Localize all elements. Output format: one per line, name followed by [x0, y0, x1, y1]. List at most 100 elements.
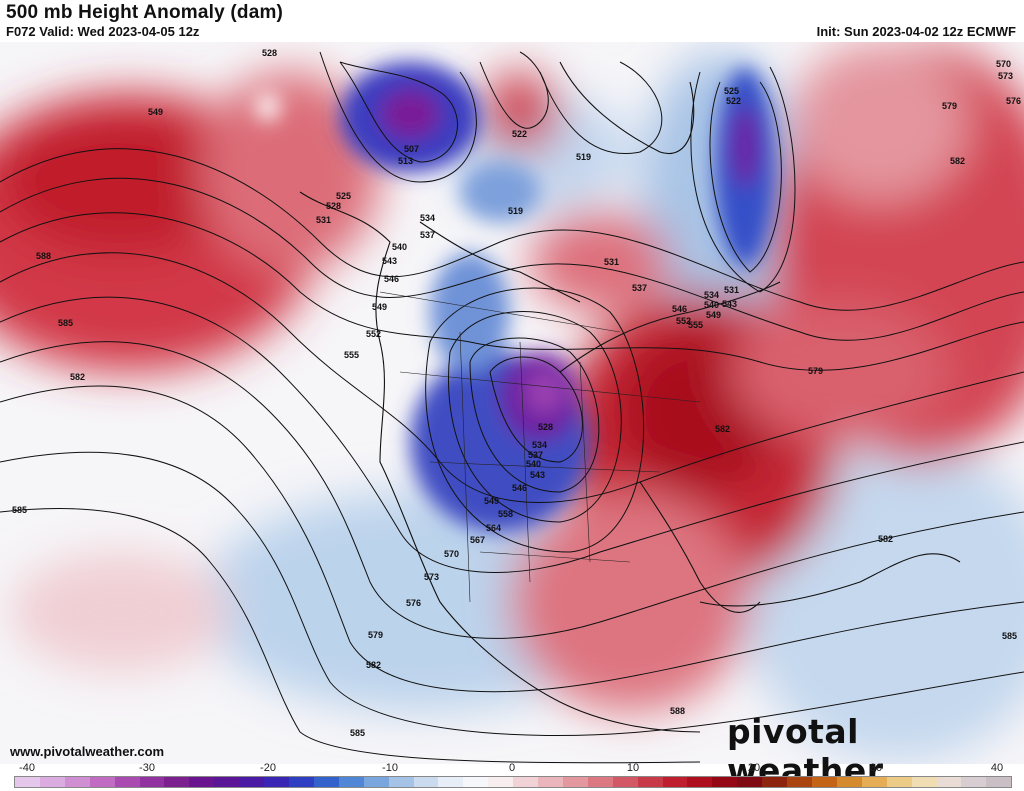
colorbar-swatch	[737, 777, 763, 787]
colorbar-swatch	[438, 777, 464, 787]
website-link[interactable]: www.pivotalweather.com	[10, 744, 165, 759]
contour-label: 549	[484, 496, 499, 506]
colorbar-swatch	[363, 777, 389, 787]
contour-label: 552	[366, 329, 381, 339]
anomaly-map: 528 570 573 576 549 525 522 579 582 588 …	[0, 42, 1024, 764]
contour-label: 573	[424, 572, 439, 582]
contour-label: 549	[372, 302, 387, 312]
height-contours	[0, 51, 1024, 764]
anomaly-fill	[0, 42, 1024, 762]
contour-label: 507	[404, 144, 419, 154]
contour-label: 567	[470, 535, 485, 545]
contour-label: 528	[538, 422, 553, 432]
colorbar-swatch	[114, 777, 140, 787]
contour-label: 546	[512, 483, 527, 493]
contour-label: 585	[1002, 631, 1017, 641]
contour-label: 546	[384, 274, 399, 284]
contour-label: 555	[344, 350, 359, 360]
colorbar-tick: 20	[747, 762, 761, 774]
colorbar-tick: 0	[508, 762, 516, 774]
contour-label: 519	[508, 206, 523, 216]
contour-label: 534	[420, 213, 435, 223]
contour-label: 588	[670, 706, 685, 716]
contour-label: 543	[382, 256, 397, 266]
colorbar-swatch	[687, 777, 713, 787]
contour-label: 525	[724, 86, 739, 96]
colorbar-swatch	[413, 777, 439, 787]
contour-label: 537	[528, 450, 543, 460]
colorbar-swatch	[836, 777, 862, 787]
colorbar-swatch	[587, 777, 613, 787]
contour-label: 585	[350, 728, 365, 738]
colorbar-swatch	[64, 777, 90, 787]
colorbar-tick: 10	[626, 762, 640, 774]
colorbar-swatch	[139, 777, 165, 787]
contour-label: 558	[498, 509, 513, 519]
header: 500 mb Height Anomaly (dam) F072 Valid: …	[0, 0, 1024, 42]
contour-label: 555	[688, 320, 703, 330]
colorbar-swatch	[712, 777, 738, 787]
contour-label: 537	[632, 283, 647, 293]
contour-label: 540	[392, 242, 407, 252]
contour-label: 564	[486, 523, 501, 533]
colorbar-swatch	[214, 777, 240, 787]
colorbar-swatch	[886, 777, 912, 787]
political-borders	[379, 291, 701, 603]
contour-label: 579	[942, 101, 957, 111]
colorbar-swatch	[513, 777, 539, 787]
colorbar-swatch	[313, 777, 339, 787]
contour-label: 540	[704, 300, 719, 310]
contour-label: 528	[326, 201, 341, 211]
contour-label: 549	[706, 310, 721, 320]
colorbar-swatch	[488, 777, 514, 787]
contour-label: 531	[316, 215, 331, 225]
colorbar-swatch	[812, 777, 837, 787]
contour-label: 582	[70, 372, 85, 382]
contour-label: 543	[722, 299, 737, 309]
contour-label: 585	[12, 505, 27, 515]
colorbar-swatch	[288, 777, 314, 787]
contour-label: 573	[998, 71, 1013, 81]
colorbar-swatch	[39, 777, 65, 787]
contour-label: 552	[676, 316, 691, 326]
colorbar-swatch	[264, 777, 289, 787]
colorbar-tick: -40	[19, 762, 35, 774]
contour-label: 540	[526, 459, 541, 469]
contour-label: 582	[366, 660, 381, 670]
contour-label: 534	[704, 290, 719, 300]
contour-label: 570	[996, 59, 1011, 69]
contour-label: 522	[512, 129, 527, 139]
contour-label: 543	[530, 470, 545, 480]
contour-label: 570	[444, 549, 459, 559]
colorbar-tick: -10	[382, 762, 398, 774]
contour-label: 522	[726, 96, 741, 106]
contour-label: 537	[420, 230, 435, 240]
contour-label: 579	[808, 366, 823, 376]
colorbar-swatch	[936, 777, 962, 787]
colorbar-swatch	[637, 777, 663, 787]
colorbar-tick: -30	[139, 762, 155, 774]
colorbar-tick: 40	[990, 762, 1004, 774]
colorbar-swatch	[15, 777, 40, 787]
contour-label: 582	[715, 424, 730, 434]
colorbar-swatch	[239, 777, 265, 787]
coastlines	[299, 61, 961, 733]
colorbar-swatch	[189, 777, 215, 787]
valid-time: F072 Valid: Wed 2023-04-05 12z	[6, 24, 200, 39]
contour-label: 513	[398, 156, 413, 166]
colorbar-swatch	[538, 777, 563, 787]
map-title: 500 mb Height Anomaly (dam)	[6, 2, 284, 23]
colorbar-tick: -20	[260, 762, 276, 774]
colorbar-swatch	[612, 777, 638, 787]
contour-label: 579	[368, 630, 383, 640]
contour-label: 588	[36, 251, 51, 261]
contour-label: 582	[878, 534, 893, 544]
init-time: Init: Sun 2023-04-02 12z ECMWF	[816, 24, 1016, 39]
contour-labels: 528 570 573 576 549 525 522 579 582 588 …	[12, 48, 1021, 738]
colorbar-swatch	[463, 777, 489, 787]
colorbar-swatch	[986, 777, 1012, 787]
contour-label: 531	[724, 285, 739, 295]
contour-label: 585	[58, 318, 73, 328]
contour-label: 528	[262, 48, 277, 58]
contour-label: 534	[532, 440, 547, 450]
